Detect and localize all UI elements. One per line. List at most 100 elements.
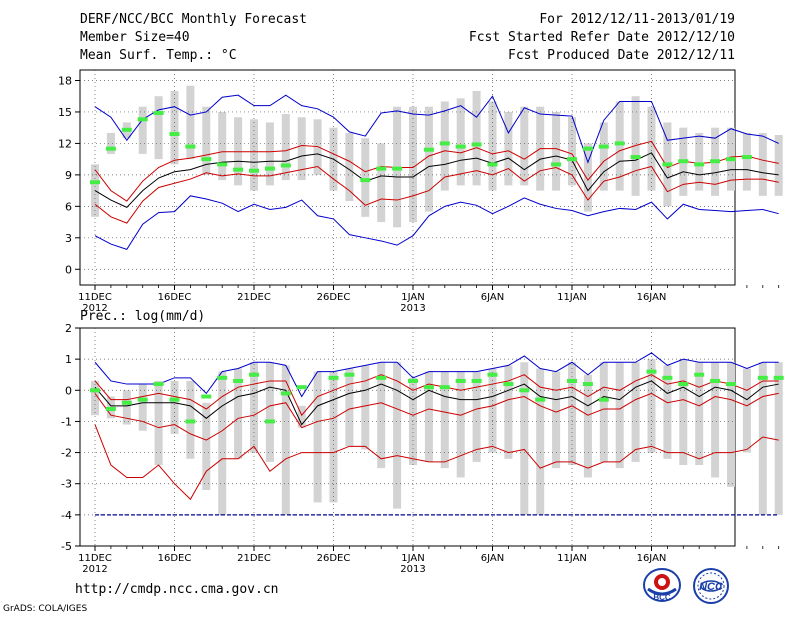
p1-observed-mark (185, 144, 196, 149)
p1-series-lower-spread (94, 165, 779, 224)
p1-observed-mark (726, 157, 736, 162)
p2-xtick-label: 11JAN (557, 553, 587, 564)
p2-xtick-sublabel: 2012 (82, 564, 107, 575)
p2-bar (774, 362, 783, 515)
p2-xtick-label: 16DEC (158, 553, 192, 564)
p1-observed-mark (662, 162, 673, 167)
p1-series-median (94, 152, 779, 208)
p2-ytick-label: 2 (65, 322, 72, 335)
p2-series-lower-spread (94, 392, 779, 441)
p2-observed-mark (757, 375, 768, 380)
p1-bar (504, 111, 513, 186)
p1-bar (440, 101, 449, 191)
p2-observed-mark (487, 372, 498, 377)
p1-observed-mark (153, 111, 164, 115)
p1-ytick-label: 0 (65, 263, 72, 276)
p2-bar (345, 368, 354, 447)
p2-observed-mark (90, 388, 100, 393)
p2-series-median (94, 380, 779, 426)
p1-observed-mark (217, 162, 228, 167)
p2-observed-mark (137, 397, 148, 402)
p1-bar (377, 143, 386, 223)
p2-xtick-sublabel: 2013 (400, 564, 425, 575)
p2-observed-mark (726, 382, 736, 387)
p1-observed-mark (614, 141, 625, 146)
p2-bar (456, 371, 465, 478)
p2-observed-mark (169, 397, 180, 402)
p2-ytick-label: -4 (61, 509, 72, 522)
p2-bar (138, 384, 147, 431)
p2-observed-mark (710, 378, 721, 383)
bcc-logo: BCC (643, 568, 681, 602)
p1-observed-mark (169, 131, 180, 136)
p2-ytick-label: -1 (61, 415, 72, 428)
p1-xtick-label: 16DEC (158, 292, 192, 303)
p2-bar (520, 362, 529, 515)
p1-bar (281, 114, 290, 181)
p2-observed-mark (535, 397, 546, 402)
p1-ytick-label: 3 (65, 232, 72, 245)
p2-observed-mark (217, 375, 228, 380)
source-url[interactable]: http://cmdp.ncc.cma.gov.cn (75, 582, 279, 597)
refer-date: Fcst Started Refer Date 2012/12/10 (468, 30, 735, 45)
p1-bar (409, 106, 417, 223)
p1-bar (154, 96, 163, 160)
p2-bar (250, 362, 258, 453)
p1-observed-mark (678, 159, 689, 164)
p2-xtick-label: 16JAN (637, 553, 667, 564)
p1-observed-mark (376, 166, 387, 171)
p2-bar (170, 380, 179, 434)
p1-bar (647, 106, 656, 191)
p2-bar (552, 371, 561, 469)
p1-observed-mark (392, 166, 403, 171)
p2-bar (711, 362, 720, 478)
p1-observed-mark (455, 144, 466, 149)
p2-observed-mark (423, 385, 434, 390)
p1-observed-mark (201, 157, 212, 162)
p1-bar (106, 132, 115, 154)
p1-observed-mark (598, 144, 609, 149)
p1-bar (583, 143, 592, 212)
p2-observed-mark (105, 406, 116, 411)
p2-bar (663, 365, 672, 459)
p1-xtick-label: 11JAN (557, 292, 587, 303)
p2-bar (568, 362, 576, 466)
p1-bar (265, 122, 274, 186)
p2-bar (536, 368, 545, 515)
chart-title: DERF/NCC/BCC Monthly Forecast (80, 12, 307, 27)
p2-bar (631, 362, 640, 462)
p1-observed-mark (741, 155, 752, 160)
p2-bar (313, 371, 322, 503)
p1-bar (218, 111, 227, 181)
p2-bar (361, 365, 370, 450)
bcc-logo-text: BCC (653, 593, 671, 602)
p2-observed-mark (296, 385, 307, 390)
p2-bar (424, 371, 433, 462)
p1-observed-mark (551, 162, 562, 167)
p1-observed-mark (567, 157, 577, 162)
member-size-label: Member Size=40 (80, 30, 190, 45)
p2-bar (281, 365, 290, 515)
p1-observed-mark (121, 127, 132, 132)
p2-bar (297, 405, 306, 428)
p1-bar (568, 117, 576, 186)
p2-observed-mark (439, 385, 450, 390)
p1-observed-mark (90, 180, 100, 185)
p1-observed-mark (360, 178, 371, 183)
p2-bar (234, 368, 243, 459)
p2-bar (202, 402, 211, 490)
p1-ytick-label: 12 (58, 137, 72, 150)
p2-observed-mark (328, 375, 339, 380)
p1-observed-mark (694, 162, 705, 167)
grads-credit: GrADS: COLA/IGES (3, 604, 88, 614)
p1-ytick-label: 9 (65, 169, 72, 182)
p1-xtick-label: 1JAN (401, 292, 424, 303)
p2-observed-mark (233, 378, 244, 383)
p2-observed-mark (662, 375, 673, 380)
p2-observed-mark (280, 391, 291, 396)
p1-bar (695, 132, 704, 191)
p2-observed-mark (646, 369, 657, 374)
p1-bar (424, 106, 433, 212)
p2-bar (615, 362, 624, 469)
p1-bar (186, 85, 195, 160)
